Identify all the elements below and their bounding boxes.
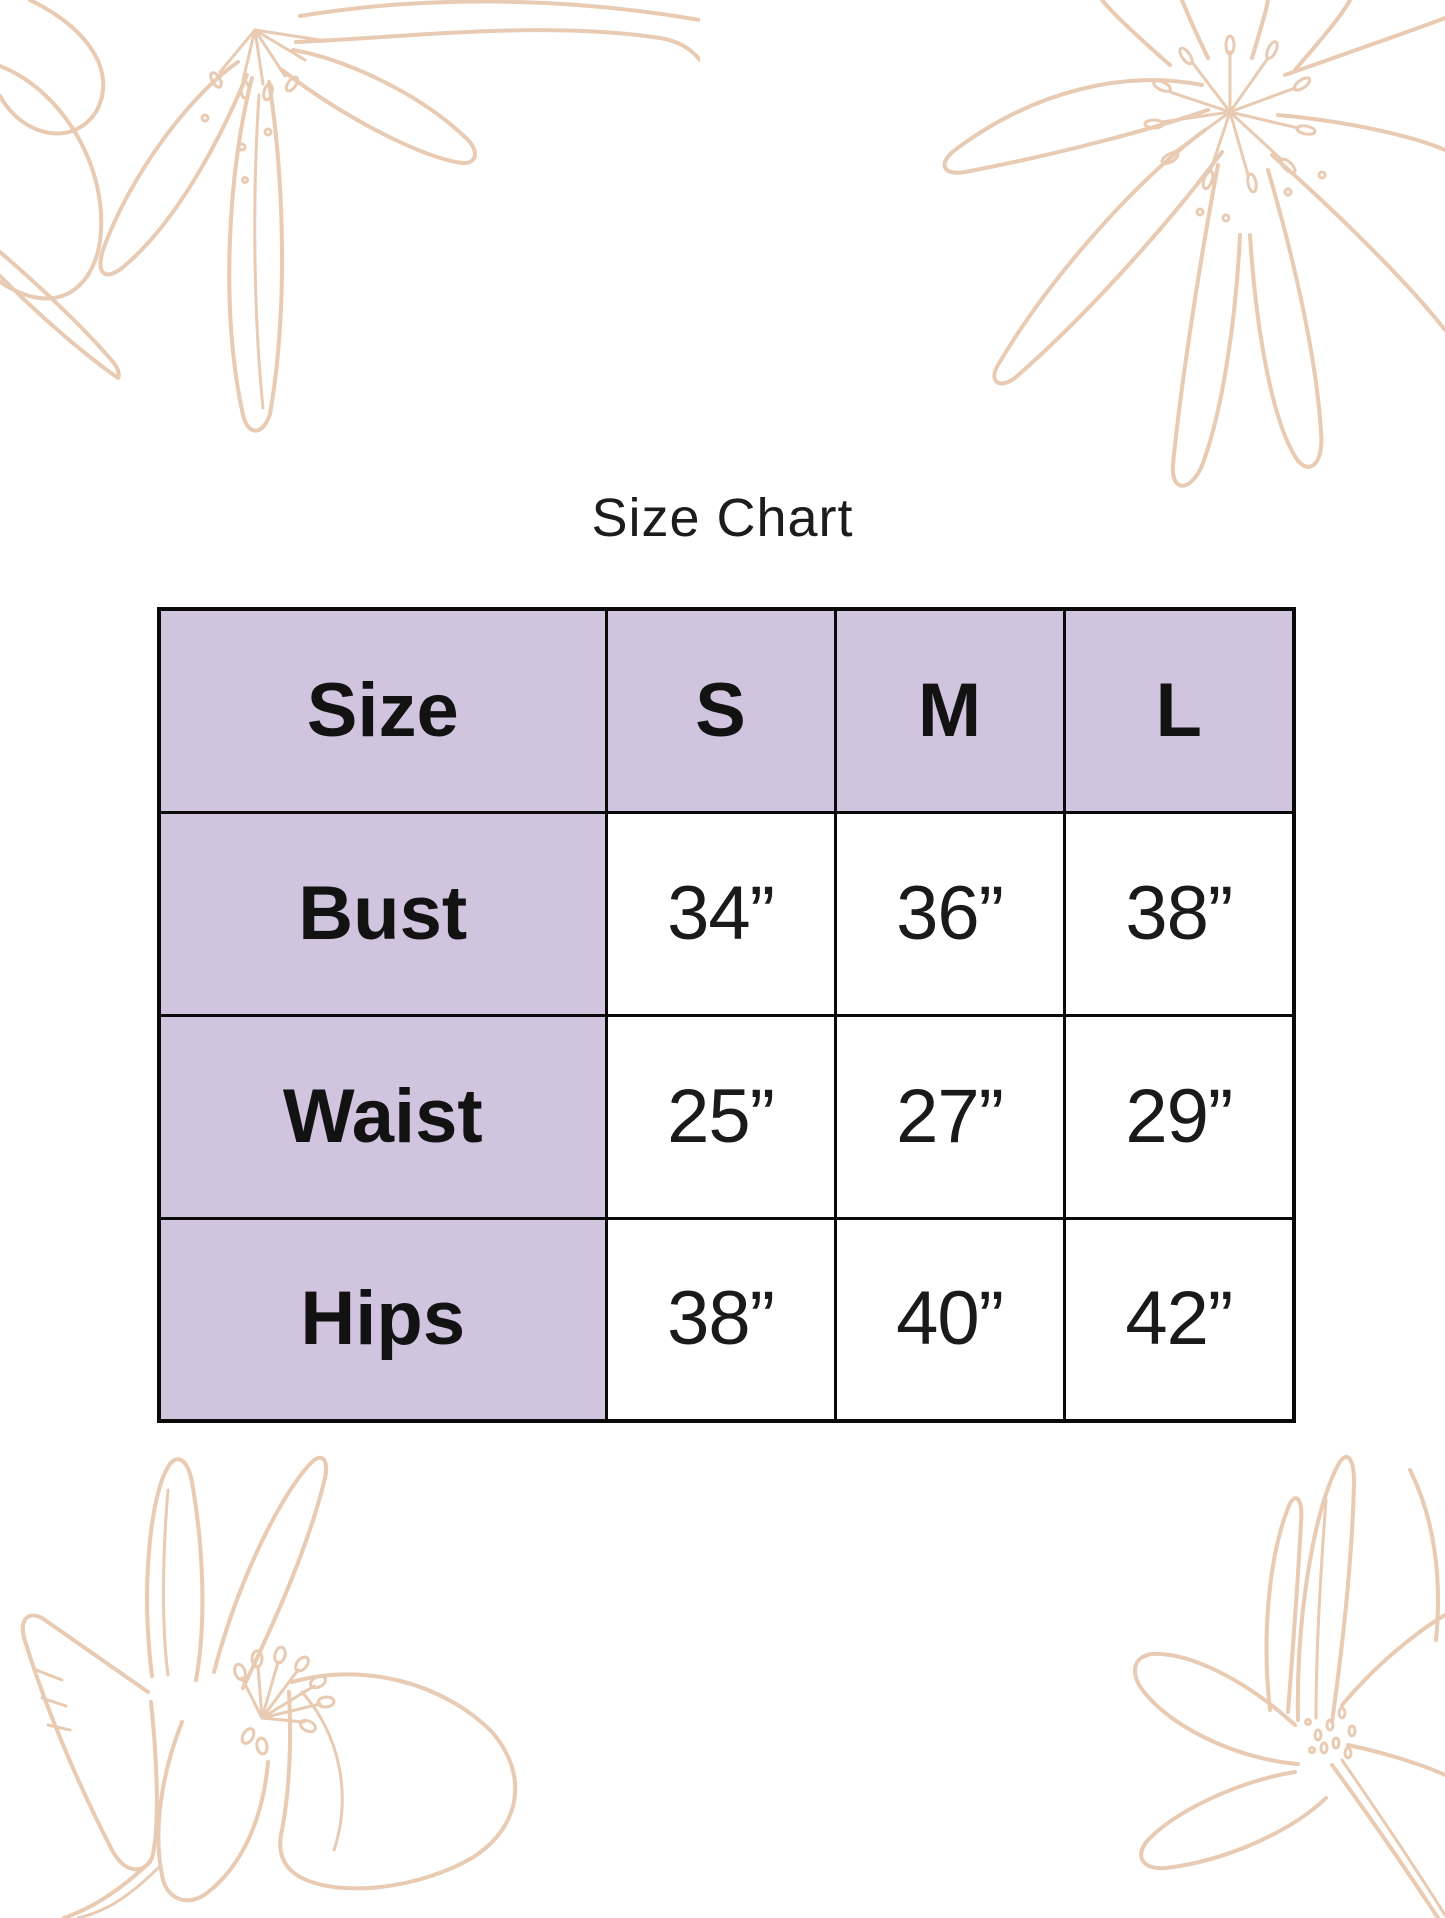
cell-hips-m: 40” <box>833 1216 1066 1423</box>
cell-bust-m: 36” <box>833 810 1066 1017</box>
row-label-bust: Bust <box>157 810 608 1017</box>
row-label-hips: Hips <box>157 1216 608 1423</box>
cell-waist-l: 29” <box>1062 1013 1296 1220</box>
row-label-waist: Waist <box>157 1013 608 1220</box>
page-title: Size Chart <box>591 488 854 548</box>
cell-bust-l: 38” <box>1062 810 1296 1017</box>
header-cell-l: L <box>1062 607 1296 814</box>
table-row-bust: Bust 34” 36” 38” <box>157 810 1296 1017</box>
size-chart-table: Size S M L Bust 34” 36” 38” Waist 25” 27… <box>157 607 1296 1423</box>
cell-hips-l: 42” <box>1062 1216 1296 1423</box>
header-cell-s: S <box>604 607 837 814</box>
flower-top-right-icon <box>942 0 1445 488</box>
table-row-hips: Hips 38” 40” 42” <box>157 1216 1296 1423</box>
cell-bust-s: 34” <box>604 810 837 1017</box>
cell-hips-s: 38” <box>604 1216 837 1423</box>
flower-bottom-right-icon <box>1133 1454 1445 1918</box>
header-cell-size: Size <box>157 607 608 814</box>
flower-bottom-left-icon <box>20 1455 518 1918</box>
cell-waist-s: 25” <box>604 1013 837 1220</box>
table-row-waist: Waist 25” 27” 29” <box>157 1013 1296 1220</box>
table-header-row: Size S M L <box>157 607 1296 814</box>
flower-top-left-icon <box>0 0 700 433</box>
cell-waist-m: 27” <box>833 1013 1066 1220</box>
header-cell-m: M <box>833 607 1066 814</box>
